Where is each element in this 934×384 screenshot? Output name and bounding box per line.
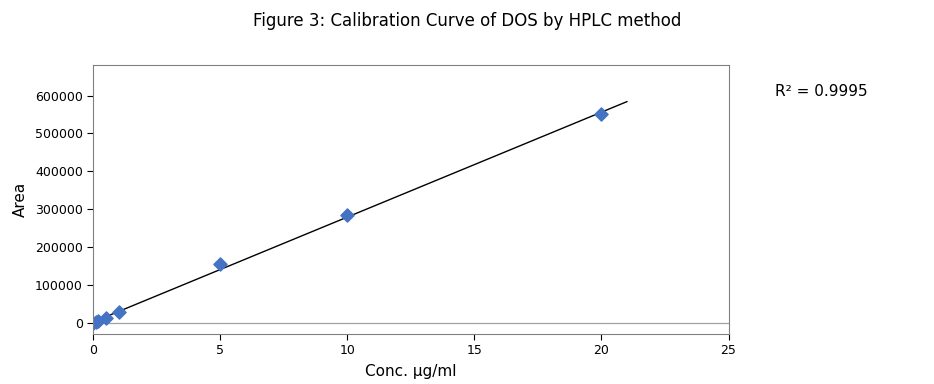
Point [86, 319, 101, 326]
Point [99, 315, 114, 321]
Point [89, 319, 104, 325]
Point [111, 309, 126, 315]
Y-axis label: Area: Area [13, 182, 28, 217]
Text: R² = 0.9995: R² = 0.9995 [775, 84, 868, 99]
Point [340, 212, 355, 218]
Point [594, 111, 609, 118]
Point [91, 318, 106, 324]
Text: Figure 3: Calibration Curve of DOS by HPLC method: Figure 3: Calibration Curve of DOS by HP… [253, 12, 681, 30]
X-axis label: Conc. μg/ml: Conc. μg/ml [365, 364, 457, 379]
Point [213, 261, 228, 267]
